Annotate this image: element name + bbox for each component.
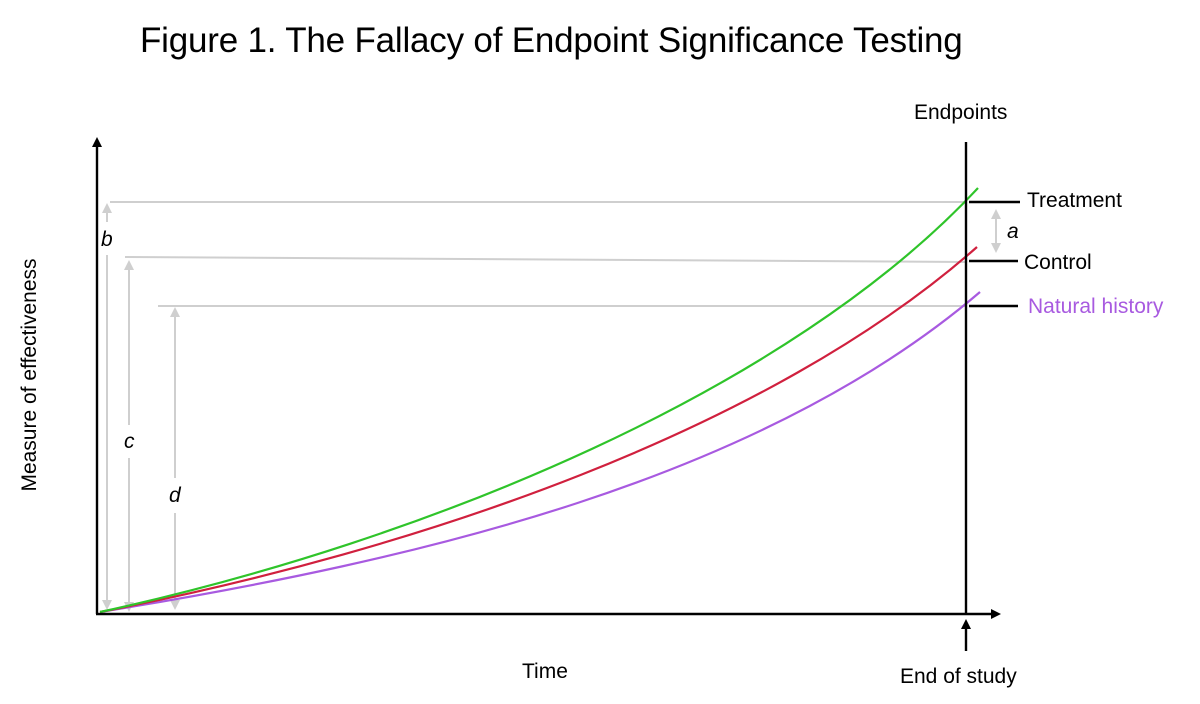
- measurement-arrows: [102, 203, 1001, 612]
- curve-control: [99, 246, 978, 614]
- curve-natural-history: [99, 291, 981, 614]
- label-treatment: Treatment: [1027, 189, 1122, 212]
- label-control: Control: [1024, 251, 1092, 274]
- x-axis-label: Time: [522, 660, 568, 683]
- curve-treatment: [99, 187, 979, 614]
- annotation-b: b: [101, 228, 113, 251]
- endpoints-header: Endpoints: [914, 101, 1008, 124]
- endpoint-ticks: [969, 200, 1020, 308]
- guide-control: [124, 256, 967, 263]
- axes: [92, 137, 1001, 651]
- label-natural-history: Natural history: [1028, 295, 1164, 318]
- y-axis-label: Measure of effectiveness: [18, 258, 41, 492]
- annotation-c: c: [124, 430, 135, 453]
- curves: [99, 187, 981, 614]
- end-of-study-label: End of study: [900, 665, 1017, 688]
- annotation-d: d: [169, 484, 181, 507]
- guide-lines: [110, 201, 967, 307]
- annotation-a: a: [1007, 220, 1019, 243]
- figure-title: Figure 1. The Fallacy of Endpoint Signif…: [140, 21, 963, 60]
